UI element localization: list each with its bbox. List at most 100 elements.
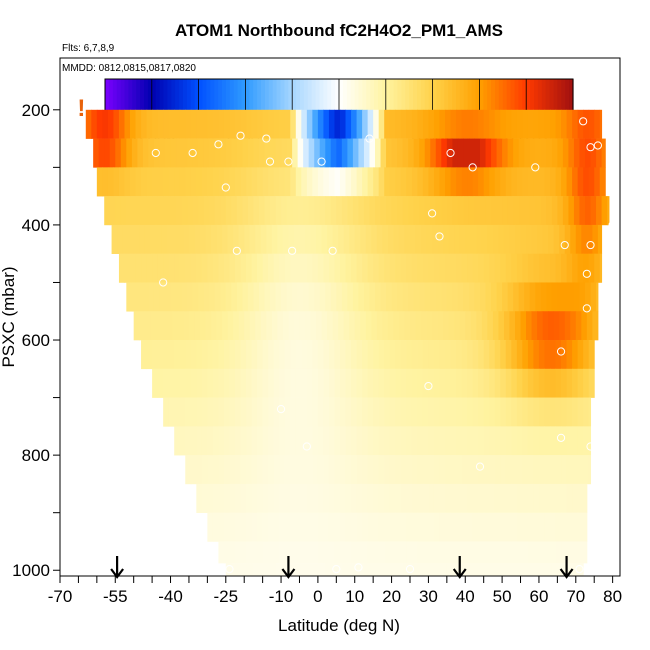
heatmap-cell	[395, 512, 402, 542]
colorbar-swatch	[218, 79, 223, 119]
heatmap-cell	[406, 541, 413, 564]
heatmap-cell	[334, 253, 341, 283]
heatmap-cell	[118, 167, 125, 197]
heatmap-cell	[323, 253, 330, 283]
heatmap-cell	[384, 455, 391, 485]
heatmap-cell	[463, 196, 470, 226]
heatmap-cell	[258, 563, 265, 577]
heatmap-cell	[566, 253, 573, 283]
heatmap-cell	[599, 167, 606, 197]
colorbar-swatch	[276, 79, 282, 119]
heatmap-cell	[255, 311, 262, 341]
heatmap-cell	[246, 109, 253, 139]
heatmap-cell	[400, 109, 407, 139]
heatmap-cell	[312, 512, 319, 542]
heatmap-cell	[345, 483, 352, 513]
heatmap-cell	[109, 196, 116, 226]
heatmap-cell	[236, 563, 243, 577]
heatmap-cell	[544, 167, 551, 197]
heatmap-cell	[583, 109, 590, 139]
heatmap-cell	[351, 340, 358, 370]
heatmap-cell	[141, 253, 148, 283]
heatmap-cell	[472, 455, 479, 485]
heatmap-cell	[527, 426, 534, 456]
colorbar-swatch	[105, 79, 110, 119]
heatmap-cell	[323, 455, 330, 485]
heatmap-cell	[406, 167, 413, 197]
heatmap-cell	[566, 340, 573, 370]
heatmap-cell	[362, 483, 369, 513]
heatmap-cell	[535, 138, 542, 168]
colorbar-swatch	[155, 79, 161, 119]
heatmap-cell	[157, 340, 164, 370]
heatmap-cell	[102, 167, 109, 197]
heatmap-cell	[306, 167, 313, 197]
heatmap-cell	[196, 397, 203, 427]
heatmap-cell	[500, 340, 507, 370]
heatmap-cell	[218, 426, 225, 456]
heatmap-cell	[207, 167, 214, 197]
colorbar-swatch	[108, 79, 114, 119]
heatmap-cell	[288, 311, 295, 341]
heatmap-cell	[185, 167, 192, 197]
heatmap-cell	[384, 167, 391, 197]
heatmap-cell	[380, 563, 387, 577]
heatmap-cell	[585, 138, 592, 168]
heatmap-cell	[572, 340, 579, 370]
sample-circle	[225, 564, 234, 574]
heatmap-cell	[146, 167, 153, 197]
sample-circle	[262, 134, 271, 143]
heatmap-cell	[538, 455, 545, 485]
colorbar-swatch	[335, 79, 340, 119]
heatmap-cell	[351, 253, 358, 283]
heatmap-cell	[190, 109, 197, 139]
heatmap-cell	[246, 397, 253, 427]
sample-circle	[332, 564, 341, 574]
heatmap-cell	[203, 282, 210, 312]
heatmap-cell	[505, 340, 512, 370]
heatmap-cell	[299, 311, 306, 341]
heatmap-cell	[264, 282, 271, 312]
heatmap-cell	[596, 196, 603, 226]
heatmap-cell	[548, 224, 555, 254]
heatmap-cell	[382, 311, 389, 341]
heatmap-cell	[314, 138, 321, 168]
heatmap-cell	[395, 109, 402, 139]
heatmap-cell	[577, 455, 584, 485]
colorbar-swatch	[132, 79, 137, 119]
heatmap-cell	[376, 311, 383, 341]
heatmap-cell	[153, 196, 160, 226]
heatmap-cell	[257, 253, 264, 283]
heatmap-cell	[227, 311, 234, 341]
heatmap-cell	[323, 340, 330, 370]
heatmap-cell	[555, 167, 562, 197]
heatmap-cell	[257, 455, 264, 485]
sample-circle	[302, 442, 311, 451]
heatmap-cell	[474, 563, 481, 577]
heatmap-cell	[358, 282, 365, 312]
heatmap-cell	[321, 311, 328, 341]
colorbar-swatch	[190, 79, 196, 119]
colorbar-swatch	[358, 79, 363, 119]
heatmap-cell	[445, 368, 452, 398]
heatmap-cell	[588, 368, 595, 398]
heatmap-cell	[369, 138, 376, 168]
heatmap-cell	[253, 282, 260, 312]
heatmap-cell	[144, 224, 151, 254]
heatmap-cell	[334, 512, 341, 542]
heatmap-cell	[362, 253, 369, 283]
heatmap-cell	[516, 109, 523, 139]
heatmap-cell	[168, 253, 175, 283]
heatmap-cell	[367, 426, 374, 456]
heatmap-cell	[424, 196, 431, 226]
heatmap-cell	[233, 224, 240, 254]
heatmap-cell	[550, 455, 557, 485]
x-tick-label: 20	[382, 587, 401, 606]
heatmap-cell	[439, 253, 446, 283]
colorbar-swatch	[249, 79, 254, 119]
heatmap-cell	[450, 167, 457, 197]
heatmap-cell	[468, 138, 475, 168]
heatmap-cell	[257, 109, 264, 139]
sample-circle	[556, 347, 566, 356]
heatmap-cell	[345, 368, 352, 398]
